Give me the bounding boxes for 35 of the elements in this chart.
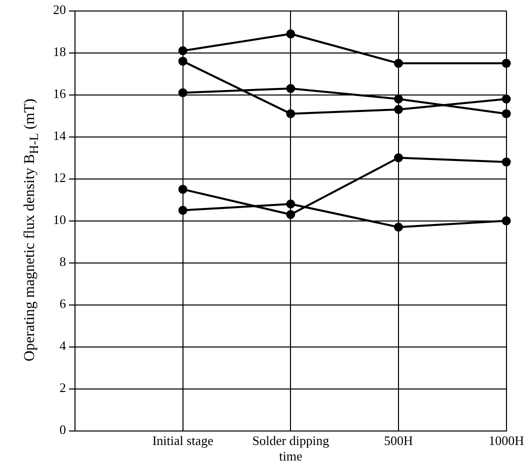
x-tick-label: Solder dipping time <box>252 433 330 464</box>
y-tick-label: 8 <box>60 254 66 270</box>
point <box>178 184 188 194</box>
point <box>502 158 511 166</box>
x-tick-label: 500H <box>384 433 413 448</box>
point <box>394 94 403 104</box>
point <box>286 200 296 208</box>
y-tick-label: 14 <box>53 128 66 144</box>
point <box>502 216 511 226</box>
point <box>286 29 296 38</box>
point <box>178 46 188 56</box>
point <box>394 153 403 162</box>
x-tick-label: Initial stage <box>152 433 214 448</box>
point <box>286 84 296 93</box>
y-tick-label: 10 <box>53 212 66 228</box>
point <box>502 94 511 104</box>
y-tick-label: 4 <box>60 338 66 354</box>
point <box>394 105 403 114</box>
point <box>286 210 296 219</box>
y-tick-label: 2 <box>60 380 66 396</box>
point <box>394 222 403 232</box>
y-tick-label: 20 <box>53 2 66 18</box>
point <box>178 56 188 66</box>
y-tick-label: 6 <box>60 296 66 312</box>
point <box>286 109 296 118</box>
point <box>502 109 511 118</box>
y-tick-label: 16 <box>53 86 66 102</box>
x-tick-label: 1000H <box>488 433 524 448</box>
y-tick-label: 18 <box>53 44 66 60</box>
point <box>394 58 403 68</box>
point <box>502 58 511 68</box>
y-tick-label: 0 <box>60 422 66 438</box>
point <box>178 88 188 98</box>
point <box>178 206 188 215</box>
y-tick-label: 12 <box>53 170 66 186</box>
